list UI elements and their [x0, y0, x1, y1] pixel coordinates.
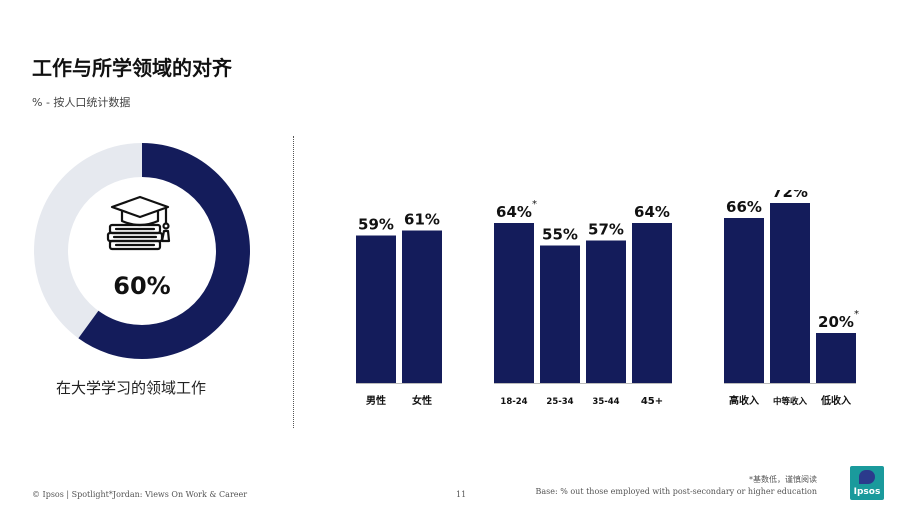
bar-25-34: [540, 245, 580, 383]
footer-low-base-note: *基数低，谨慎阅读: [749, 475, 817, 484]
category-label-25-34: 25-34: [546, 397, 573, 407]
bar-35-44: [586, 240, 626, 383]
category-label-高收入: 高收入: [729, 394, 759, 407]
logo-text: Ipsos: [853, 487, 881, 497]
donut-caption: 在大学学习的领域工作: [56, 379, 207, 397]
data-label-男性: 59%: [358, 216, 394, 234]
donut-chart: 60%: [34, 143, 250, 359]
bar-高收入: [724, 218, 764, 383]
category-label-低收入: 低收入: [820, 394, 851, 407]
ipsos-logo: Ipsos: [850, 466, 884, 500]
footer-base: Base: % out those employed with post-sec…: [535, 487, 817, 496]
data-label-25-34: 55%: [542, 226, 578, 244]
bar-45+: [632, 223, 672, 383]
category-label-女性: 女性: [412, 394, 432, 407]
bar-18-24: [494, 223, 534, 383]
graduation-cap-books-icon: [106, 195, 171, 251]
divider: [293, 136, 294, 428]
footer-page-number: 11: [456, 490, 467, 499]
category-label-45+: 45+: [641, 396, 663, 407]
footer-source: © Ipsos | Spotlight*Jordan: Views On Wor…: [32, 490, 248, 499]
data-label-高收入: 66%: [726, 198, 762, 216]
data-label-女性: 61%: [404, 211, 440, 229]
data-label-35-44: 57%: [588, 221, 624, 239]
category-label-男性: 男性: [366, 394, 386, 407]
bar-女性: [402, 230, 442, 383]
category-label-18-24: 18-24: [500, 397, 527, 407]
page-title: 工作与所学领域的对齐: [32, 56, 232, 80]
bar-中等收入: [770, 203, 810, 383]
data-label-18-24: 64%: [496, 203, 532, 221]
donut-value: 60%: [113, 272, 171, 300]
category-label-中等收入: 中等收入: [773, 396, 808, 407]
low-base-flag-低收入: *: [854, 309, 859, 320]
bar-男性: [356, 235, 396, 383]
donut-arc: [34, 143, 250, 359]
donut-svg: [34, 143, 250, 359]
low-base-flag-18-24: *: [532, 199, 537, 210]
data-label-45+: 64%: [634, 203, 670, 221]
data-label-低收入: 20%: [818, 313, 854, 331]
page-subtitle: % - 按人口统计数据: [32, 96, 131, 109]
category-label-35-44: 35-44: [592, 397, 619, 407]
bar-低收入: [816, 333, 856, 383]
logo-shape: [859, 470, 875, 484]
data-label-中等收入: 72%: [772, 190, 808, 201]
